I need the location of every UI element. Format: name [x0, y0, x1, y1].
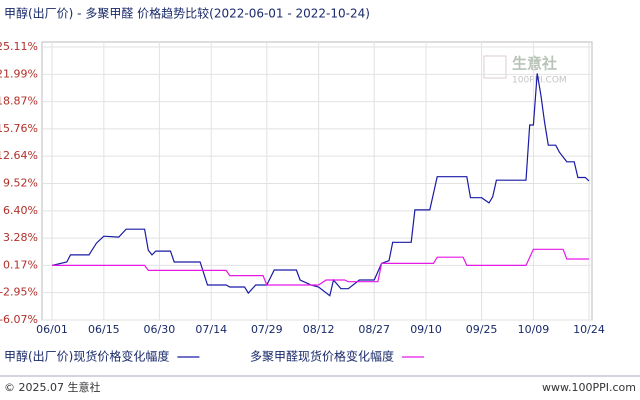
watermark: 100PPI.COM: [512, 76, 567, 86]
chart-title: 甲醇(出厂价) - 多聚甲醛 价格趋势比较(2022-06-01 - 2022-…: [4, 6, 370, 21]
x-tick-label: 07/14: [195, 323, 227, 336]
watermark: 生意社: [512, 55, 557, 73]
y-tick-label: 18.87%: [0, 95, 38, 108]
x-tick-label: 08/27: [358, 323, 390, 336]
legend-label: 多聚甲醛现货价格变化幅度: [250, 349, 394, 364]
y-tick-label: 9.52%: [3, 177, 38, 190]
series-line: [52, 248, 589, 286]
y-tick-label: -6.07%: [0, 313, 38, 326]
footer-right: www.100PPI.com: [542, 381, 636, 394]
x-tick-label: 09/25: [466, 323, 498, 336]
x-tick-label: 10/09: [518, 323, 550, 336]
x-tick-label: 06/15: [88, 323, 120, 336]
x-tick-label: 07/29: [251, 323, 283, 336]
y-tick-label: 25.11%: [0, 40, 38, 53]
y-tick-label: 0.17%: [3, 258, 38, 271]
x-tick-label: 06/30: [144, 323, 176, 336]
x-tick-label: 08/12: [303, 323, 335, 336]
y-tick-label: 15.76%: [0, 122, 38, 135]
y-tick-label: -2.95%: [0, 286, 38, 299]
footer-left: © 2025.07 生意社: [4, 380, 100, 394]
y-tick-label: 6.40%: [3, 204, 38, 217]
y-tick-label: 3.28%: [3, 231, 38, 244]
x-tick-label: 10/24: [573, 323, 605, 336]
x-tick-label: 06/01: [36, 323, 68, 336]
legend-label: 甲醇(出厂价)现货价格变化幅度: [4, 349, 169, 364]
plot-area: [41, 41, 593, 321]
x-tick-label: 09/10: [410, 323, 442, 336]
y-tick-label: 12.64%: [0, 149, 38, 162]
series-line: [51, 73, 590, 297]
y-tick-label: 21.99%: [0, 67, 38, 80]
watermark-logo: [483, 55, 507, 79]
